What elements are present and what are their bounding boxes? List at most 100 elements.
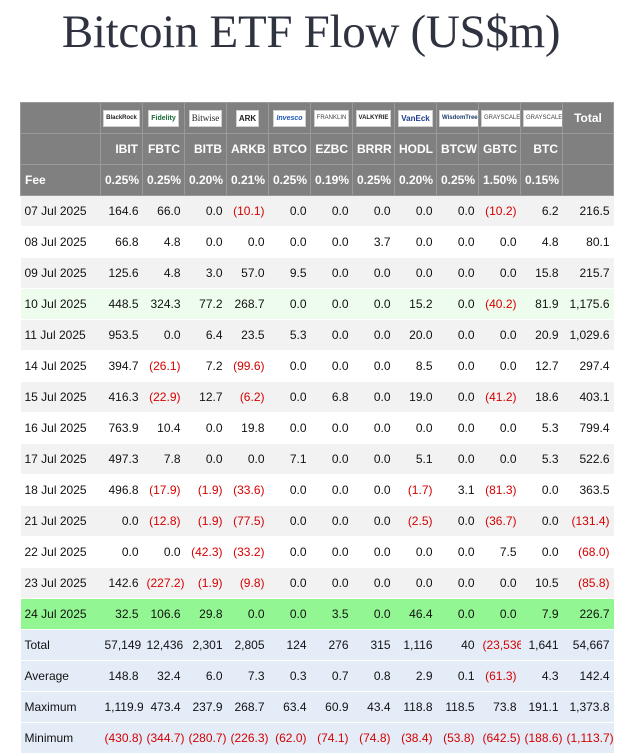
summary-cell: 124 bbox=[268, 629, 311, 661]
flow-cell: 125.6 bbox=[100, 257, 143, 289]
summary-cell: (74.8) bbox=[352, 722, 395, 754]
row-date: 21 Jul 2025 bbox=[20, 505, 101, 537]
flow-cell: 0.0 bbox=[394, 412, 437, 444]
flow-cell: 7.1 bbox=[268, 443, 311, 475]
fee-row: Fee 0.25% 0.25% 0.20% 0.21% 0.25% 0.19% 0.25% 0.… bbox=[20, 164, 614, 196]
flow-cell: 0.0 bbox=[310, 195, 353, 227]
flow-cell: 0.0 bbox=[310, 536, 353, 568]
summary-cell: 473.4 bbox=[142, 691, 185, 723]
row-total: 226.7 bbox=[562, 598, 614, 630]
summary-cell: 32.4 bbox=[142, 660, 185, 692]
flow-cell: 0.0 bbox=[310, 350, 353, 382]
flow-cell: 46.4 bbox=[394, 598, 437, 630]
flow-cell: (1.9) bbox=[184, 505, 227, 537]
flow-cell: 0.0 bbox=[436, 350, 479, 382]
fee-hodl: 0.20% bbox=[394, 164, 437, 196]
flow-cell: 0.0 bbox=[436, 598, 479, 630]
table-row: 08 Jul 2025 66.8 4.8 0.0 0.0 0.0 0.0 3.7 0.0 0.0 0… bbox=[20, 226, 614, 258]
flow-cell: 953.5 bbox=[100, 319, 143, 351]
flow-cell: 5.1 bbox=[394, 443, 437, 475]
flow-cell: 0.0 bbox=[436, 226, 479, 258]
summary-label: Maximum bbox=[20, 691, 101, 723]
flow-cell: 0.0 bbox=[310, 505, 353, 537]
flow-cell: 416.3 bbox=[100, 381, 143, 413]
flow-cell: 0.0 bbox=[310, 443, 353, 475]
flow-cell: (12.8) bbox=[142, 505, 185, 537]
summary-cell: (74.1) bbox=[310, 722, 353, 754]
flow-cell: 20.9 bbox=[520, 319, 563, 351]
flow-cell: 0.0 bbox=[100, 536, 143, 568]
summary-cell: (344.7) bbox=[142, 722, 185, 754]
flow-cell: 0.0 bbox=[268, 226, 311, 258]
etf-flow-table-wrap: BlackRock Fidelity Bitwise ARK Invesco F… bbox=[20, 102, 614, 754]
summary-total: 54,667 bbox=[562, 629, 614, 661]
summary-label: Minimum bbox=[20, 722, 101, 754]
flow-cell: 0.0 bbox=[436, 505, 479, 537]
flow-cell: 4.8 bbox=[142, 226, 185, 258]
flow-cell: (1.7) bbox=[394, 474, 437, 506]
summary-cell: 191.1 bbox=[520, 691, 563, 723]
flow-cell: 0.0 bbox=[352, 381, 395, 413]
fee-bitb: 0.20% bbox=[184, 164, 227, 196]
flow-cell: 32.5 bbox=[100, 598, 143, 630]
summary-cell: 0.8 bbox=[352, 660, 395, 692]
summary-cell: 7.3 bbox=[226, 660, 269, 692]
summary-cell: 268.7 bbox=[226, 691, 269, 723]
flow-cell: (33.2) bbox=[226, 536, 269, 568]
ticker-ibit: IBIT bbox=[100, 133, 143, 165]
ticker-gbtc: GBTC bbox=[478, 133, 521, 165]
flow-cell: 12.7 bbox=[184, 381, 227, 413]
fee-arkb: 0.21% bbox=[226, 164, 269, 196]
row-total: 799.4 bbox=[562, 412, 614, 444]
summary-cell: (642.5) bbox=[478, 722, 521, 754]
ticker-total-cell bbox=[562, 133, 614, 165]
table-row: 07 Jul 2025 164.6 66.0 0.0 (10.1) 0.0 0.0 0.0 0.… bbox=[20, 195, 614, 227]
flow-cell: 19.0 bbox=[394, 381, 437, 413]
flow-cell: 0.0 bbox=[478, 443, 521, 475]
table-row: 11 Jul 2025 953.5 0.0 6.4 23.5 5.3 0.0 0.0 20.0 0… bbox=[20, 319, 614, 351]
row-total: 1,029.6 bbox=[562, 319, 614, 351]
flow-cell: 0.0 bbox=[310, 288, 353, 320]
table-body: 07 Jul 2025 164.6 66.0 0.0 (10.1) 0.0 0.0 0.0 0.… bbox=[20, 195, 614, 754]
flow-cell: 0.0 bbox=[310, 474, 353, 506]
flow-cell: 0.0 bbox=[478, 257, 521, 289]
summary-cell: 118.5 bbox=[436, 691, 479, 723]
summary-cell: 1,119.9 bbox=[100, 691, 143, 723]
flow-cell: 0.0 bbox=[520, 536, 563, 568]
flow-cell: 0.0 bbox=[352, 412, 395, 444]
fee-btcw: 0.25% bbox=[436, 164, 479, 196]
flow-cell: (6.2) bbox=[226, 381, 269, 413]
ticker-fbtc: FBTC bbox=[142, 133, 185, 165]
flow-cell: 5.3 bbox=[268, 319, 311, 351]
ticker-hodl: HODL bbox=[394, 133, 437, 165]
flow-cell: 15.2 bbox=[394, 288, 437, 320]
summary-cell: 237.9 bbox=[184, 691, 227, 723]
flow-cell: 5.3 bbox=[520, 443, 563, 475]
table-row: 16 Jul 2025 763.9 10.4 0.0 19.8 0.0 0.0 0.0 0.0 0… bbox=[20, 412, 614, 444]
flow-cell: 0.0 bbox=[520, 474, 563, 506]
franklin-logo: FRANKLIN bbox=[313, 109, 350, 127]
flow-cell: 0.0 bbox=[352, 350, 395, 382]
flow-cell: 0.0 bbox=[436, 319, 479, 351]
row-total: 216.5 bbox=[562, 195, 614, 227]
flow-cell: 3.0 bbox=[184, 257, 227, 289]
page-title: Bitcoin ETF Flow (US$m) bbox=[61, 6, 561, 58]
flow-cell: 0.0 bbox=[436, 257, 479, 289]
flow-cell: 0.0 bbox=[226, 226, 269, 258]
flow-cell: 0.0 bbox=[520, 505, 563, 537]
row-date: 10 Jul 2025 bbox=[20, 288, 101, 320]
issuer-logo-row: BlackRock Fidelity Bitwise ARK Invesco F… bbox=[20, 102, 614, 134]
flow-cell: 7.9 bbox=[520, 598, 563, 630]
row-total: 363.5 bbox=[562, 474, 614, 506]
flow-cell: 6.4 bbox=[184, 319, 227, 351]
flow-cell: 3.1 bbox=[436, 474, 479, 506]
row-date: 14 Jul 2025 bbox=[20, 350, 101, 382]
summary-cell: 0.1 bbox=[436, 660, 479, 692]
summary-cell: (38.4) bbox=[394, 722, 437, 754]
flow-cell: 0.0 bbox=[142, 319, 185, 351]
table-row: 17 Jul 2025 497.3 7.8 0.0 0.0 7.1 0.0 0.0 5.1 0.0… bbox=[20, 443, 614, 475]
blackrock-logo: BlackRock bbox=[103, 109, 140, 127]
flow-cell: 0.0 bbox=[310, 412, 353, 444]
fee-total-cell bbox=[562, 164, 614, 196]
summary-row-average: Average 148.8 32.4 6.0 7.3 0.3 0.7 0.8 2.9 0.1 (61… bbox=[20, 660, 614, 692]
